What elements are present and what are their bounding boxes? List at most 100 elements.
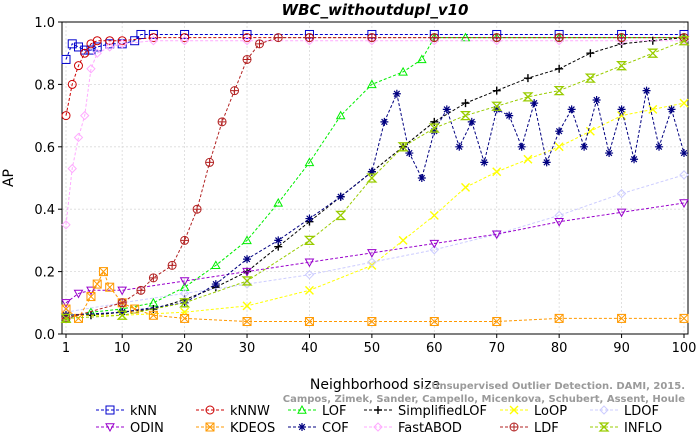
legend-item-simplifiedlof: SimplifiedLOF (364, 404, 487, 419)
data-point-ldf (117, 298, 127, 308)
data-point-ldof (429, 245, 440, 255)
data-point-lof (273, 197, 284, 207)
data-point-kdeos (554, 313, 564, 323)
series-line-kdeos (65, 270, 684, 322)
data-point-ldof (679, 170, 689, 180)
data-point-loop (492, 167, 502, 177)
data-point-cof (542, 158, 551, 167)
data-point-knn (180, 29, 190, 39)
data-point-kdeos (242, 317, 252, 327)
x-tick-label: 60 (426, 341, 443, 356)
legend-item-ldf: LDF (500, 421, 559, 434)
data-point-inflo (459, 110, 472, 121)
data-point-cof (667, 105, 676, 114)
series-line-ldof (65, 174, 685, 313)
data-point-cof (211, 280, 220, 289)
x-tick-label: 20 (176, 341, 193, 356)
legend-marker-kdeos (205, 422, 215, 432)
data-point-knn (130, 36, 140, 46)
data-point-kdeos (98, 267, 108, 277)
data-point-cof (392, 89, 401, 98)
data-point-ldf (205, 157, 215, 167)
data-point-fastabod (304, 36, 315, 46)
data-point-lof (242, 235, 252, 245)
data-point-odin (179, 277, 190, 286)
data-point-knn (242, 29, 252, 39)
data-point-fastabod (67, 163, 77, 174)
x-tick-label: 80 (551, 341, 568, 356)
data-point-inflo (335, 210, 347, 221)
legend-item-lof: LOF (288, 404, 347, 419)
legend-label-simplifiedlof: SimplifiedLOF (398, 404, 487, 419)
data-point-simplifiedlof (461, 99, 470, 108)
data-point-cof (442, 105, 451, 114)
data-point-ldof (554, 210, 564, 221)
data-point-kdeos (92, 279, 102, 289)
data-point-inflo (428, 123, 440, 133)
data-point-cof (380, 117, 389, 126)
data-point-cof (336, 192, 345, 201)
legend-marker-fastabod (373, 422, 383, 432)
legend-label-kdeos: KDEOS (230, 421, 275, 434)
series-ldof (61, 170, 689, 317)
series-line-inflo (65, 40, 685, 319)
data-point-inflo (241, 276, 253, 286)
data-point-fastabod (117, 39, 127, 49)
data-point-cof (642, 86, 651, 95)
data-point-lof (148, 297, 159, 307)
data-point-odin (117, 286, 128, 296)
legend-label-fastabod: FastABOD (398, 421, 462, 434)
data-point-lof (398, 66, 408, 76)
data-point-kdeos (148, 310, 158, 320)
data-point-simplifiedlof (555, 64, 564, 73)
legend-label-loop: LoOP (534, 404, 567, 419)
legend-marker-simplifiedlof (374, 406, 382, 414)
data-point-odin (73, 289, 84, 299)
data-point-fastabod (242, 36, 252, 46)
series-cof (62, 86, 688, 320)
grid (62, 21, 688, 335)
y-tick-label: 1.0 (34, 16, 55, 31)
data-point-odin (554, 217, 565, 227)
data-point-loop (523, 154, 533, 164)
x-axis-label: Neighborhood size (310, 377, 440, 393)
data-point-cof (492, 105, 501, 114)
data-point-odin (242, 267, 252, 277)
data-point-fastabod (429, 36, 440, 46)
data-point-fastabod (554, 36, 564, 46)
legend-marker-ldf (509, 422, 519, 432)
data-point-ldf (217, 117, 227, 127)
legend-label-ldof: LDOF (624, 404, 659, 419)
data-point-kdeos (429, 317, 439, 327)
x-tick-label: 30 (239, 341, 256, 356)
data-point-cof (605, 149, 614, 158)
data-point-kdeos (180, 313, 190, 323)
data-point-fastabod (148, 36, 159, 46)
data-point-knnw (61, 111, 71, 121)
axis-ticks: 1 10 20 30 40 50 60 70 80 90 100 0.0 0.2 0.4 0.6 0.8 1.0 (34, 16, 696, 356)
data-point-inflo (522, 92, 534, 102)
data-point-ldf (180, 235, 190, 245)
legend-marker-cof (298, 423, 306, 431)
data-point-cof (505, 111, 514, 120)
legend-label-inflo: INFLO (624, 421, 662, 434)
series-knn (61, 29, 689, 64)
data-point-knnw (92, 36, 102, 46)
legend: kNN kNNW LOF SimplifiedLOF LoOP LDOF ODIN KDEOS… (96, 404, 662, 434)
legend-item-loop: LoOP (500, 404, 567, 419)
data-point-ldof (616, 188, 627, 199)
data-point-odin (304, 258, 315, 268)
data-point-cof (118, 308, 127, 317)
x-tick-label: 50 (364, 341, 381, 356)
legend-item-ldof: LDOF (590, 404, 659, 419)
data-point-cof (455, 142, 464, 151)
data-point-loop (648, 104, 658, 114)
legend-label-ldf: LDF (534, 421, 559, 434)
data-point-ldof (304, 270, 315, 280)
data-point-kdeos (130, 304, 140, 314)
data-point-inflo (678, 36, 690, 46)
data-point-kdeos (492, 317, 502, 327)
data-point-kdeos (679, 313, 689, 323)
data-point-ldof (367, 257, 377, 267)
legend-item-inflo: INFLO (590, 421, 662, 434)
